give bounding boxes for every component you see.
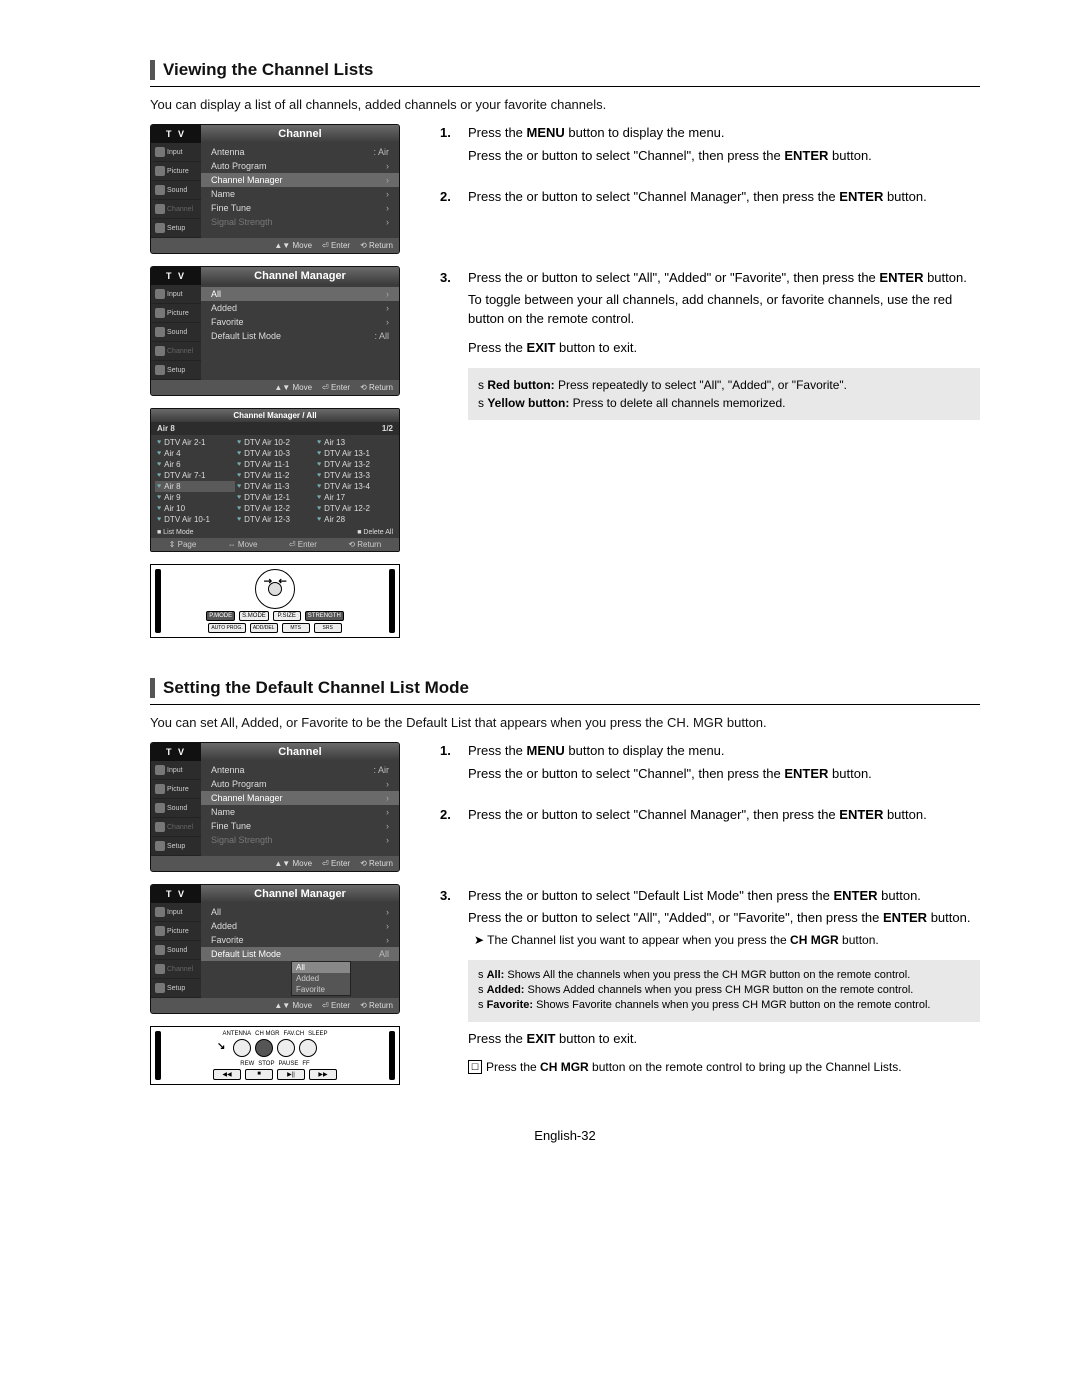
step-number: 1. [440,124,458,170]
channel-cell: ♥Air 9 [155,492,235,503]
channel-cell: ♥DTV Air 13-2 [315,459,395,470]
channel-cell: ♥DTV Air 12-2 [235,503,315,514]
osd-channel-2: T V Channel Input Picture Sound Channel … [150,742,400,872]
osd-row: Antenna: Air [201,145,399,159]
channel-cell: ♥DTV Air 7-1 [155,470,235,481]
picture-icon [155,166,165,176]
sound-icon [155,185,165,195]
osd-row: Auto Program› [201,777,399,791]
channel-cell: ♥DTV Air 12-2 [315,503,395,514]
channel-cell: ♥DTV Air 12-1 [235,492,315,503]
dropdown: AllAddedFavorite [291,961,351,996]
osd-title: Channel [201,125,399,143]
osd-channel-manager: T V Channel Manager Input Picture Sound … [150,266,400,396]
osd-row: Name› [201,187,399,201]
section-1: Viewing the Channel Lists You can displa… [150,60,980,638]
osd-row: All› [201,905,399,919]
channel-cell: ♥Air 6 [155,459,235,470]
osd-row: Added› [201,919,399,933]
osd-row: Channel Manager› [201,173,399,187]
dpad: ↘ ↙ [255,569,295,609]
right-column-1: 1. Press the MENU button to display the … [440,124,980,638]
setup-icon [155,223,165,233]
divider [150,86,980,87]
osd-row: Name› [201,805,399,819]
channel-cell: ♥DTV Air 11-2 [235,470,315,481]
channel-cell: ♥DTV Air 2-1 [155,437,235,448]
channel-icon [155,204,165,214]
section2-intro: You can set All, Added, or Favorite to b… [150,715,980,730]
osd-row: Channel Manager› [201,791,399,805]
osd-row: Signal Strength› [201,215,399,229]
channel-cell: ♥Air 28 [315,514,395,525]
left-column: T V Channel Input Picture Sound Channel … [150,124,400,638]
channel-cell: ♥DTV Air 11-3 [235,481,315,492]
channel-cell: ♥DTV Air 10-3 [235,448,315,459]
section2-heading: Setting the Default Channel List Mode [150,678,980,698]
channel-cell: ♥Air 4 [155,448,235,459]
right-column-2: 1. Press the MENU button to display the … [440,742,980,1098]
input-icon [155,147,165,157]
osd-row: Added› [201,301,399,315]
channel-cell: ♥Air 10 [155,503,235,514]
section-2: Setting the Default Channel List Mode Yo… [150,678,980,1098]
osd-row: Signal Strength› [201,833,399,847]
section1-heading: Viewing the Channel Lists [150,60,980,80]
section1-intro: You can display a list of all channels, … [150,97,980,112]
remote-diagram-2: ANTENNA CH MGR FAV.CH SLEEP ↘ REW [150,1026,400,1085]
remote-diagram-1: ↘ ↙ P.MODE S.MODE P.SIZE STRENGTH AUTO P… [150,564,400,638]
channel-cell: ♥DTV Air 13-3 [315,470,395,481]
channel-cell: ♥DTV Air 12-3 [235,514,315,525]
channel-cell: ♥DTV Air 10-1 [155,514,235,525]
channel-cell: ♥DTV Air 11-1 [235,459,315,470]
osd-default-list-mode: T V Channel Manager Input Picture Sound … [150,884,400,1014]
osd-row: Default List ModeAll [201,947,399,961]
note-box: s Red button: Press repeatedly to select… [468,368,980,420]
osd-row: Favorite› [201,315,399,329]
channel-cell: ♥DTV Air 13-4 [315,481,395,492]
channel-cell: ♥DTV Air 10-2 [235,437,315,448]
osd-channel: T V Channel Input Picture Sound Channel … [150,124,400,254]
osd-row: Auto Program› [201,159,399,173]
osd-row: Default List Mode: All [201,329,399,343]
osd-row: Favorite› [201,933,399,947]
osd-row: Fine Tune› [201,819,399,833]
remote-icon: ☐ [468,1060,482,1074]
osd-row: Fine Tune› [201,201,399,215]
channel-cell: ♥DTV Air 13-1 [315,448,395,459]
channel-cell: ♥Air 13 [315,437,395,448]
osd-row: All› [201,287,399,301]
osd-row: Antenna: Air [201,763,399,777]
page-number: English-32 [150,1128,980,1143]
osd-tv-label: T V [151,125,201,143]
channel-cell: ♥Air 8 [155,481,235,492]
channel-manager-all: Channel Manager / All Air 8 1/2 ♥DTV Air… [150,408,400,552]
channel-cell: ♥Air 17 [315,492,395,503]
osd-sidebar: Input Picture Sound Channel Setup [151,143,201,238]
